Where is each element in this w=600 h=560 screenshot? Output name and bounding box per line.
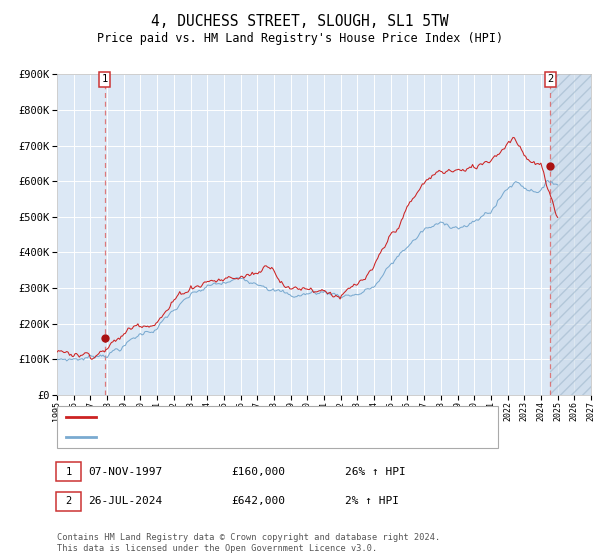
Text: 26-JUL-2024: 26-JUL-2024 [88,496,163,506]
Text: Price paid vs. HM Land Registry's House Price Index (HPI): Price paid vs. HM Land Registry's House … [97,32,503,45]
Text: 2: 2 [547,74,554,85]
Text: 26% ↑ HPI: 26% ↑ HPI [345,466,406,477]
Text: 4, DUCHESS STREET, SLOUGH, SL1 5TW: 4, DUCHESS STREET, SLOUGH, SL1 5TW [151,14,449,29]
Text: 2% ↑ HPI: 2% ↑ HPI [345,496,399,506]
Text: £642,000: £642,000 [231,496,285,506]
Text: 2: 2 [65,496,71,506]
Text: 07-NOV-1997: 07-NOV-1997 [88,466,163,477]
Text: £160,000: £160,000 [231,466,285,477]
Text: 4, DUCHESS STREET, SLOUGH, SL1 5TW (detached house): 4, DUCHESS STREET, SLOUGH, SL1 5TW (deta… [101,412,407,422]
Bar [550,74,591,395]
Text: HPI: Average price, detached house, Slough: HPI: Average price, detached house, Slou… [101,432,353,442]
Text: Contains HM Land Registry data © Crown copyright and database right 2024.
This d: Contains HM Land Registry data © Crown c… [57,533,440,553]
Text: 1: 1 [101,74,108,85]
Text: 1: 1 [65,466,71,477]
